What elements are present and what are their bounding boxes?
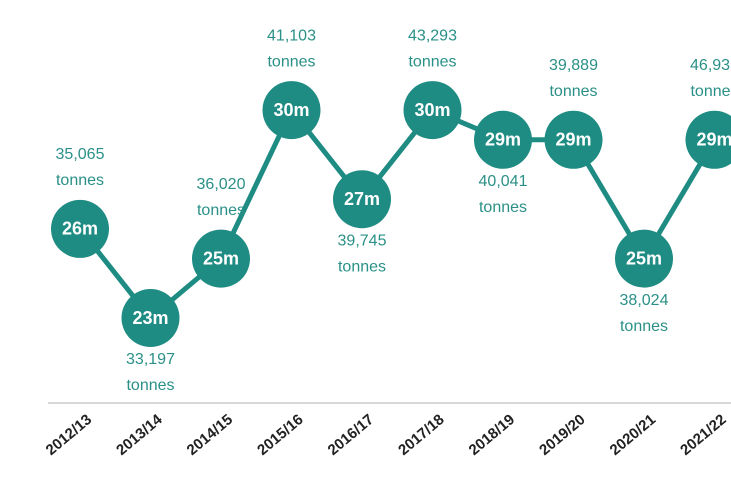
tonnes-unit: tonnes [549,83,597,100]
point [192,229,250,288]
point [262,81,321,140]
point-label: 23m [132,308,168,328]
point [333,170,391,229]
point-label: 25m [626,248,662,268]
x-tick-label: 2017/18 [395,411,447,459]
tonnes-label: 36,020 [197,176,246,193]
tonnes-label: 43,293 [408,27,457,44]
point-label: 30m [273,100,309,120]
tonnes-label: 38,024 [620,292,669,309]
tonnes-label: 39,745 [338,232,387,249]
tonnes-label: 40,041 [479,173,528,190]
tonnes-label: 39,889 [549,57,598,74]
point-label: 29m [485,130,521,150]
x-tick-label: 2016/17 [325,411,377,459]
tonnes-unit: tonnes [338,258,386,275]
tonnes-unit: tonnes [267,53,315,70]
x-tick-label: 2019/20 [536,411,588,459]
tonnes-unit: tonnes [126,377,174,394]
point [51,199,109,258]
tonnes-label: 33,197 [126,351,175,368]
point-label: 26m [62,219,98,239]
point-label: 30m [414,100,450,120]
point-label: 25m [203,248,239,268]
point [685,110,731,169]
tonnes-label: 41,103 [267,27,316,44]
tonnes-unit: tonnes [479,199,527,216]
tonnes-unit: tonnes [197,202,245,219]
point [474,110,532,169]
tonnes-unit: tonnes [620,318,668,335]
tonnes-unit: tonnes [690,83,731,100]
x-tick-label: 2020/21 [607,411,659,459]
point [615,229,673,288]
tonnes-label: 35,065 [56,146,105,163]
x-tick-label: 2021/22 [677,411,729,459]
tonnes-unit: tonnes [408,53,456,70]
point-label: 29m [696,130,731,150]
line [78,107,717,321]
x-tick-label: 2012/13 [43,411,95,459]
tonnes-label: 46,935 [690,57,731,74]
tonnes-unit: tonnes [56,172,104,189]
point [403,81,462,140]
x-tick-label: 2018/19 [466,411,518,459]
point-label: 29m [555,130,591,150]
point [544,110,603,169]
x-tick-label: 2015/16 [254,411,306,459]
x-tick-label: 2013/14 [113,411,166,459]
point-label: 27m [344,189,380,209]
point [121,289,180,347]
x-tick-label: 2014/15 [184,411,236,459]
